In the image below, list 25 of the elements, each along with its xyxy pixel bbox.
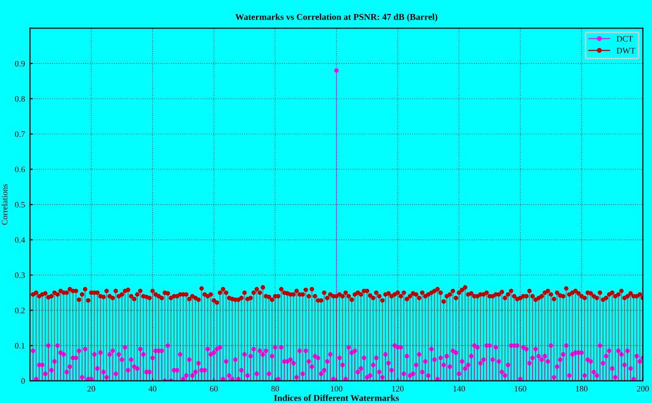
x-tick-label: 20 xyxy=(87,386,96,392)
x-tick-label: 80 xyxy=(271,386,279,392)
x-tick-label: 40 xyxy=(148,386,156,392)
x-tick-label: 160 xyxy=(514,386,526,392)
y-tick-label: 0.3 xyxy=(15,272,25,278)
x-tick-label: 200 xyxy=(636,386,649,392)
x-tick-label: 100 xyxy=(330,386,342,392)
x-tick-label: 60 xyxy=(210,386,218,392)
y-axis-title: Correlations xyxy=(2,184,8,225)
y-tick-label: 0.7 xyxy=(15,131,25,138)
legend-label: DWT xyxy=(616,48,636,54)
y-tick-label: 0.6 xyxy=(15,166,25,172)
y-tick-label: 0.2 xyxy=(15,308,25,314)
x-tick-label: 120 xyxy=(392,386,404,392)
y-tick-label: 0.4 xyxy=(15,237,25,243)
y-tick-label: 0.9 xyxy=(15,60,25,66)
chart-title: Watermarks vs Correlation at PSNR: 47 dB (Barrel) xyxy=(235,14,438,22)
y-tick-label: 0.1 xyxy=(15,342,25,349)
x-tick-label: 140 xyxy=(453,386,465,392)
y-tick-label: 0.5 xyxy=(15,202,25,208)
legend-label: DCT xyxy=(616,36,633,42)
x-axis-title: Indices of Different Watermarks xyxy=(274,394,399,402)
x-tick-label: 180 xyxy=(576,386,588,392)
y-tick-label: 0 xyxy=(21,378,25,384)
y-tick-label: 0.8 xyxy=(15,96,25,102)
